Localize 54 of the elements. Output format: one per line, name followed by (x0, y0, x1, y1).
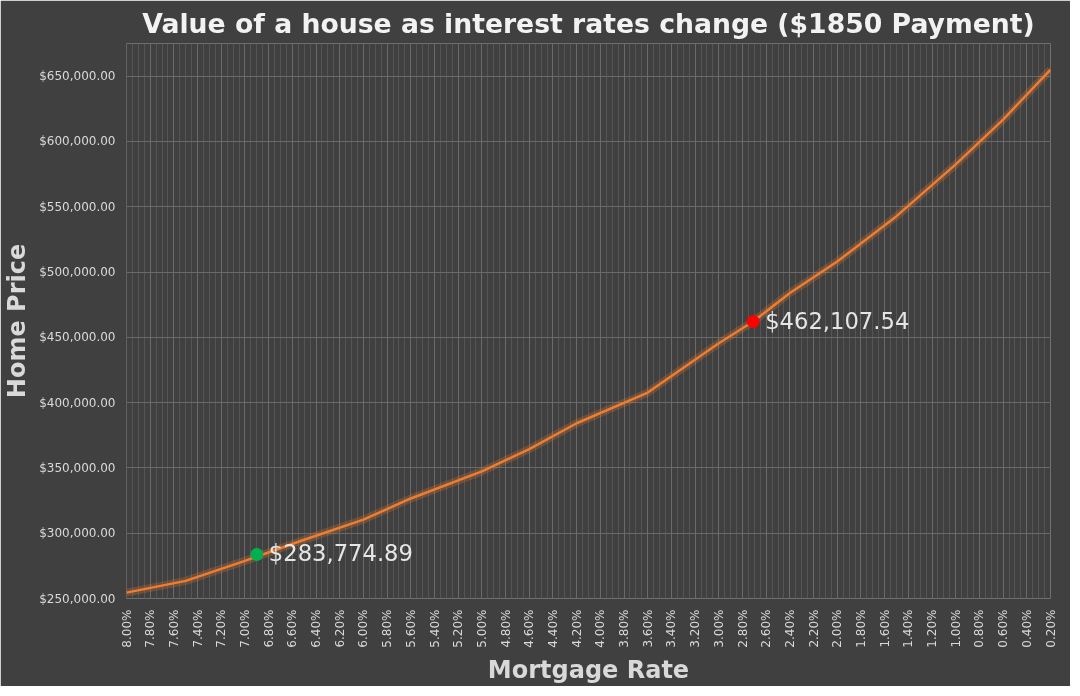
x-tick-label: 4.60% (522, 609, 537, 648)
x-tick-label: 0.40% (1019, 609, 1034, 648)
x-tick-label: 6.00% (356, 609, 371, 648)
y-tick-label: $600,000.00 (39, 134, 116, 149)
y-axis-title: Home Price (3, 243, 32, 399)
x-tick-label: 2.00% (830, 609, 845, 648)
data-label: $462,107.54 (765, 307, 910, 334)
x-tick-label: 6.80% (261, 609, 276, 648)
x-tick-label: 0.20% (1043, 609, 1058, 648)
x-tick-label: 2.40% (782, 609, 797, 648)
x-tick-label: 2.60% (759, 609, 774, 648)
x-tick-label: 2.20% (806, 609, 821, 648)
x-tick-label: 3.00% (711, 609, 726, 648)
chart-title: Value of a house as interest rates change ($1850 Payment) (142, 7, 1035, 39)
x-tick-label: 3.80% (617, 609, 632, 648)
y-tick-label: $450,000.00 (39, 330, 116, 345)
y-tick-label: $350,000.00 (39, 460, 116, 475)
x-tick-label: 7.60% (166, 609, 181, 648)
data-label: $283,774.89 (268, 540, 413, 567)
x-tick-label: 2.80% (735, 609, 750, 648)
x-tick-label: 3.60% (640, 609, 655, 648)
x-tick-label: 3.20% (688, 609, 703, 648)
x-tick-label: 3.40% (664, 609, 679, 648)
x-tick-label: 6.60% (285, 609, 300, 648)
x-tick-label: 1.80% (853, 609, 868, 648)
x-tick-label: 1.60% (877, 609, 892, 648)
y-tick-label: $550,000.00 (39, 199, 116, 214)
x-tick-label: 0.80% (972, 609, 987, 648)
x-tick-label: 5.00% (474, 609, 489, 648)
y-tick-label: $400,000.00 (39, 395, 116, 410)
x-tick-label: 5.60% (403, 609, 418, 648)
y-tick-label: $500,000.00 (39, 265, 116, 280)
x-tick-label: 1.00% (948, 609, 963, 648)
x-tick-label: 6.40% (309, 609, 324, 648)
x-tick-label: 7.00% (237, 609, 252, 648)
x-tick-label: 6.20% (332, 609, 347, 648)
x-tick-label: 7.20% (214, 609, 229, 648)
x-tick-label: 4.00% (593, 609, 608, 648)
x-tick-label: 7.80% (143, 609, 158, 648)
x-tick-label: 5.20% (451, 609, 466, 648)
y-tick-label: $250,000.00 (39, 591, 116, 606)
x-tick-label: 4.40% (545, 609, 560, 648)
x-tick-label: 5.80% (380, 609, 395, 648)
x-tick-label: 4.80% (498, 609, 513, 648)
x-axis-title: Mortgage Rate (487, 655, 690, 684)
x-tick-label: 7.40% (190, 609, 205, 648)
x-tick-label: 1.20% (925, 609, 940, 648)
y-tick-label: $650,000.00 (39, 69, 116, 84)
y-tick-label: $300,000.00 (39, 526, 116, 541)
x-tick-label: 8.00% (119, 609, 134, 648)
x-tick-label: 5.40% (427, 609, 442, 648)
x-tick-label: 0.60% (996, 609, 1011, 648)
x-tick-label: 4.20% (569, 609, 584, 648)
x-tick-label: 1.40% (901, 609, 916, 648)
